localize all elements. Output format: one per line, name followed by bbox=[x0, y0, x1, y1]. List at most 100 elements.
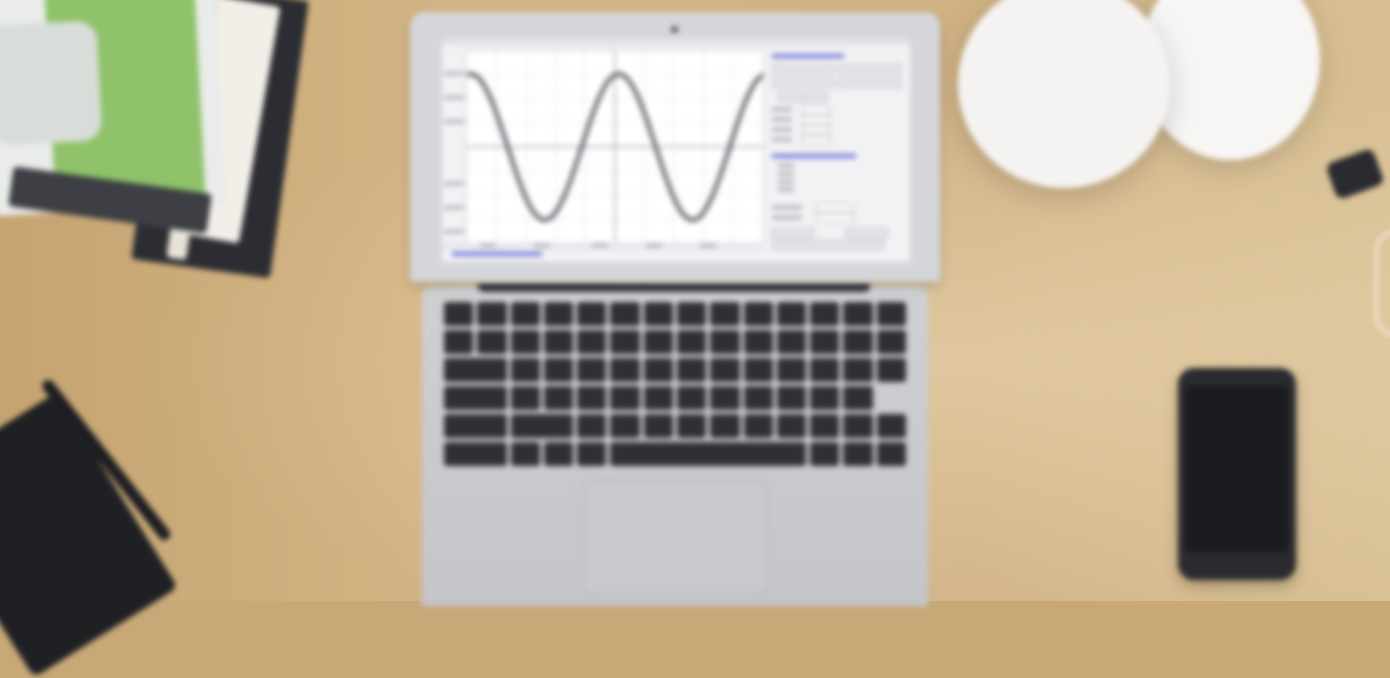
keyboard-key[interactable] bbox=[543, 302, 574, 326]
keyboard-key[interactable] bbox=[876, 442, 906, 466]
keyboard-key[interactable] bbox=[843, 414, 873, 438]
keyboard-key[interactable] bbox=[710, 302, 740, 326]
lamp-shade-back bbox=[1140, 0, 1320, 160]
keyboard-key[interactable] bbox=[876, 330, 906, 354]
keyboard-key[interactable] bbox=[776, 302, 807, 326]
keyboard-key[interactable] bbox=[843, 330, 873, 354]
keyboard-key[interactable] bbox=[677, 302, 707, 326]
keyboard-key[interactable] bbox=[577, 302, 607, 326]
keyboard-key[interactable] bbox=[610, 414, 640, 438]
keyboard-key[interactable] bbox=[577, 442, 607, 466]
keyboard-key[interactable] bbox=[577, 358, 607, 382]
keyboard-key[interactable] bbox=[710, 330, 740, 354]
keyboard-key[interactable] bbox=[543, 330, 574, 354]
keyboard-key[interactable] bbox=[710, 414, 740, 438]
keyboard-key[interactable] bbox=[810, 442, 840, 466]
keyboard-key[interactable] bbox=[776, 330, 807, 354]
keyboard-key[interactable] bbox=[743, 330, 773, 354]
keyboard-key[interactable] bbox=[510, 414, 574, 438]
keyboard-key[interactable] bbox=[510, 358, 540, 382]
keyboard-key[interactable] bbox=[444, 414, 507, 438]
y-tick-labels bbox=[444, 52, 464, 242]
keyboard-key[interactable] bbox=[510, 302, 540, 326]
bottom-link[interactable] bbox=[452, 252, 542, 256]
keyboard-key[interactable] bbox=[776, 414, 807, 438]
keyboard-key[interactable] bbox=[444, 358, 507, 382]
keyboard-key[interactable] bbox=[743, 302, 773, 326]
keyboard-key[interactable] bbox=[610, 358, 640, 382]
laptop-hinge bbox=[478, 282, 870, 292]
value-field[interactable] bbox=[816, 204, 854, 212]
keyboard-key[interactable] bbox=[510, 386, 540, 410]
keyboard-key[interactable] bbox=[543, 442, 574, 466]
y-tick-label bbox=[444, 72, 464, 75]
keyboard-key[interactable] bbox=[444, 386, 507, 410]
keyboard-key[interactable] bbox=[543, 386, 574, 410]
keyboard-key[interactable] bbox=[810, 358, 840, 382]
keyboard-key[interactable] bbox=[477, 302, 507, 326]
panel-button[interactable] bbox=[772, 78, 834, 88]
keyboard-key[interactable] bbox=[477, 330, 507, 354]
keyboard-key[interactable] bbox=[577, 330, 607, 354]
keyboard-key[interactable] bbox=[810, 386, 840, 410]
keyboard-key[interactable] bbox=[843, 442, 873, 466]
keyboard-key[interactable] bbox=[643, 330, 673, 354]
panel-heading bbox=[772, 154, 856, 158]
keyboard-key[interactable] bbox=[643, 358, 673, 382]
keyboard-key[interactable] bbox=[510, 330, 540, 354]
keyboard-key[interactable] bbox=[610, 386, 640, 410]
panel-button[interactable] bbox=[804, 92, 828, 102]
keyboard-key[interactable] bbox=[843, 358, 873, 382]
keyboard-key[interactable] bbox=[776, 358, 807, 382]
panel-button[interactable] bbox=[772, 64, 834, 74]
panel-button[interactable] bbox=[846, 228, 888, 238]
value-field[interactable] bbox=[802, 106, 830, 114]
keyboard-key[interactable] bbox=[677, 386, 707, 410]
value-field[interactable] bbox=[816, 214, 854, 222]
keyboard-key[interactable] bbox=[610, 442, 807, 466]
keyboard-key[interactable] bbox=[876, 302, 906, 326]
keyboard-key[interactable] bbox=[876, 358, 906, 382]
keyboard-key[interactable] bbox=[677, 414, 707, 438]
keyboard-key[interactable] bbox=[677, 358, 707, 382]
keyboard-key[interactable] bbox=[776, 386, 807, 410]
keyboard-key[interactable] bbox=[643, 386, 673, 410]
row-label bbox=[778, 180, 794, 183]
field-label bbox=[772, 118, 792, 121]
keyboard-key[interactable] bbox=[577, 386, 607, 410]
keyboard-key[interactable] bbox=[577, 414, 607, 438]
keyboard-key[interactable] bbox=[610, 330, 640, 354]
keyboard-key[interactable] bbox=[810, 302, 840, 326]
keyboard-key[interactable] bbox=[743, 358, 773, 382]
y-tick-label bbox=[444, 182, 464, 185]
y-tick-label bbox=[444, 96, 464, 99]
keyboard-key[interactable] bbox=[810, 414, 840, 438]
keyboard-key[interactable] bbox=[843, 386, 873, 410]
keyboard-key[interactable] bbox=[643, 414, 673, 438]
keyboard-key[interactable] bbox=[643, 302, 673, 326]
keyboard-key[interactable] bbox=[444, 302, 474, 326]
keyboard-key[interactable] bbox=[510, 442, 540, 466]
keyboard-key[interactable] bbox=[743, 414, 773, 438]
value-field[interactable] bbox=[802, 136, 830, 144]
keyboard-key[interactable] bbox=[843, 302, 873, 326]
lamp-stand bbox=[1375, 230, 1390, 336]
keyboard-key[interactable] bbox=[444, 330, 474, 354]
keyboard-key[interactable] bbox=[677, 330, 707, 354]
keyboard-key[interactable] bbox=[610, 302, 640, 326]
keyboard-key[interactable] bbox=[444, 442, 507, 466]
keyboard-key[interactable] bbox=[876, 414, 906, 438]
panel-button[interactable] bbox=[772, 240, 884, 250]
panel-button[interactable] bbox=[838, 64, 902, 74]
panel-button[interactable] bbox=[838, 78, 902, 88]
value-field[interactable] bbox=[802, 126, 830, 134]
keyboard-key[interactable] bbox=[710, 358, 740, 382]
panel-button[interactable] bbox=[778, 92, 802, 102]
keyboard-key[interactable] bbox=[710, 386, 740, 410]
keyboard-key[interactable] bbox=[743, 386, 773, 410]
puzzle-piece-illustration bbox=[0, 20, 103, 146]
keyboard-key[interactable] bbox=[810, 330, 840, 354]
value-field[interactable] bbox=[802, 116, 830, 124]
panel-button[interactable] bbox=[772, 228, 814, 238]
keyboard-key[interactable] bbox=[543, 358, 574, 382]
